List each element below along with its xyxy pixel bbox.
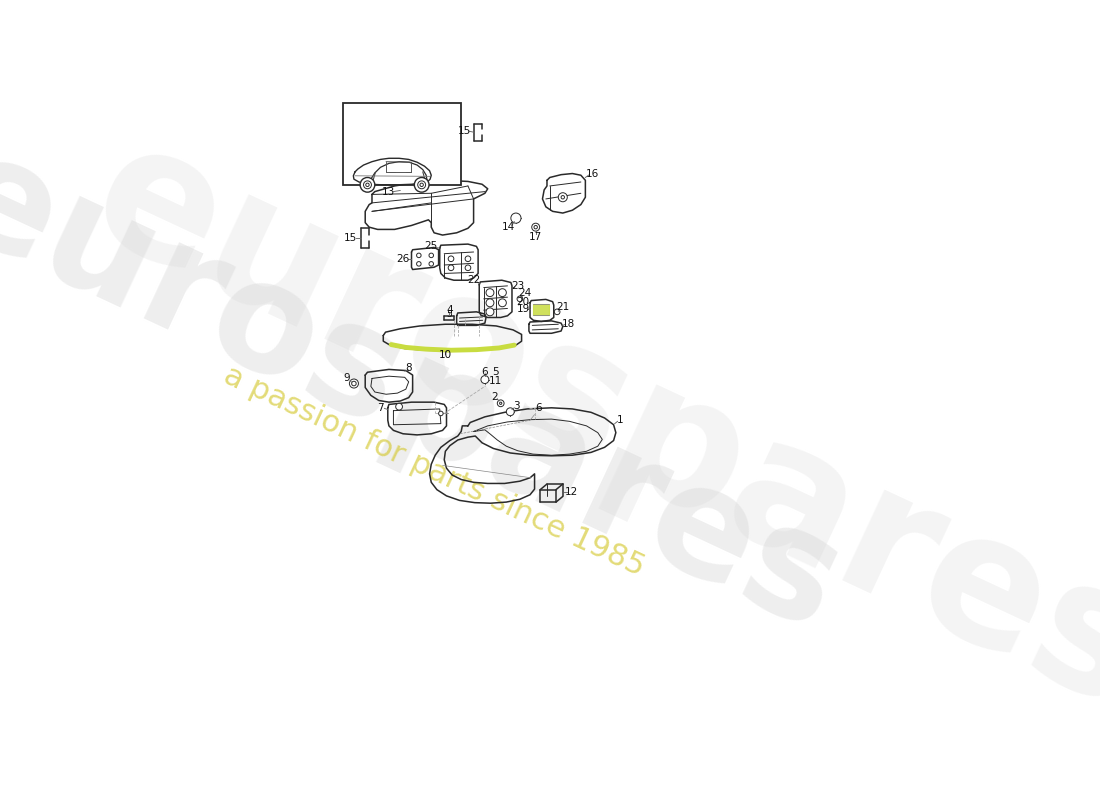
Circle shape — [497, 400, 504, 406]
Text: 4: 4 — [446, 305, 452, 315]
Text: 7: 7 — [377, 403, 384, 413]
Circle shape — [360, 178, 375, 192]
Text: 8: 8 — [406, 363, 412, 374]
Circle shape — [415, 178, 429, 192]
Text: 12: 12 — [564, 487, 578, 497]
Circle shape — [498, 299, 506, 306]
Circle shape — [420, 183, 424, 186]
Text: 26: 26 — [396, 254, 409, 264]
Text: 9: 9 — [343, 373, 350, 383]
Circle shape — [465, 256, 471, 262]
Circle shape — [429, 253, 433, 258]
Circle shape — [531, 223, 540, 231]
Text: 14: 14 — [502, 222, 515, 232]
Text: a passion for parts since 1985: a passion for parts since 1985 — [219, 361, 649, 582]
Text: 15: 15 — [344, 233, 358, 243]
Text: 25: 25 — [425, 242, 438, 251]
Circle shape — [350, 379, 359, 388]
Circle shape — [481, 376, 488, 383]
Circle shape — [486, 299, 494, 306]
Text: 13: 13 — [383, 186, 396, 197]
Circle shape — [506, 408, 514, 416]
Circle shape — [465, 265, 471, 270]
Circle shape — [554, 309, 560, 314]
Circle shape — [486, 308, 494, 316]
Text: 5: 5 — [447, 310, 452, 319]
Text: 3: 3 — [514, 401, 520, 410]
Circle shape — [499, 402, 502, 405]
Circle shape — [517, 296, 522, 302]
Text: 20: 20 — [517, 297, 530, 306]
Text: 11: 11 — [488, 376, 502, 386]
Text: 18: 18 — [562, 319, 575, 330]
Text: 10: 10 — [439, 350, 452, 360]
Circle shape — [429, 262, 433, 266]
Text: eurospares: eurospares — [0, 120, 864, 664]
Text: 17: 17 — [529, 232, 542, 242]
Circle shape — [417, 253, 421, 258]
Text: 5: 5 — [492, 366, 498, 377]
Text: eurospares: eurospares — [66, 105, 1100, 746]
Text: 6: 6 — [536, 403, 542, 413]
Circle shape — [396, 403, 403, 410]
Circle shape — [418, 181, 426, 189]
Circle shape — [439, 411, 443, 416]
Circle shape — [417, 262, 421, 266]
Text: 19: 19 — [517, 304, 530, 314]
Circle shape — [534, 226, 538, 229]
Circle shape — [366, 183, 370, 186]
Circle shape — [352, 382, 356, 386]
Circle shape — [559, 193, 568, 202]
Circle shape — [510, 213, 521, 223]
Circle shape — [561, 195, 564, 199]
Text: 21: 21 — [557, 302, 570, 312]
Circle shape — [498, 289, 506, 297]
Circle shape — [448, 256, 454, 262]
Text: 15: 15 — [458, 126, 471, 136]
Text: 24: 24 — [518, 288, 531, 298]
Text: 23: 23 — [512, 281, 525, 291]
Text: 1: 1 — [617, 415, 624, 426]
Text: 22: 22 — [468, 275, 481, 286]
Circle shape — [486, 289, 494, 297]
Bar — [342, 103, 461, 185]
Bar — [534, 305, 549, 314]
Circle shape — [448, 265, 454, 270]
Text: 6: 6 — [482, 366, 488, 377]
Circle shape — [363, 181, 372, 189]
Text: 2: 2 — [492, 391, 498, 402]
Text: 16: 16 — [585, 169, 598, 178]
